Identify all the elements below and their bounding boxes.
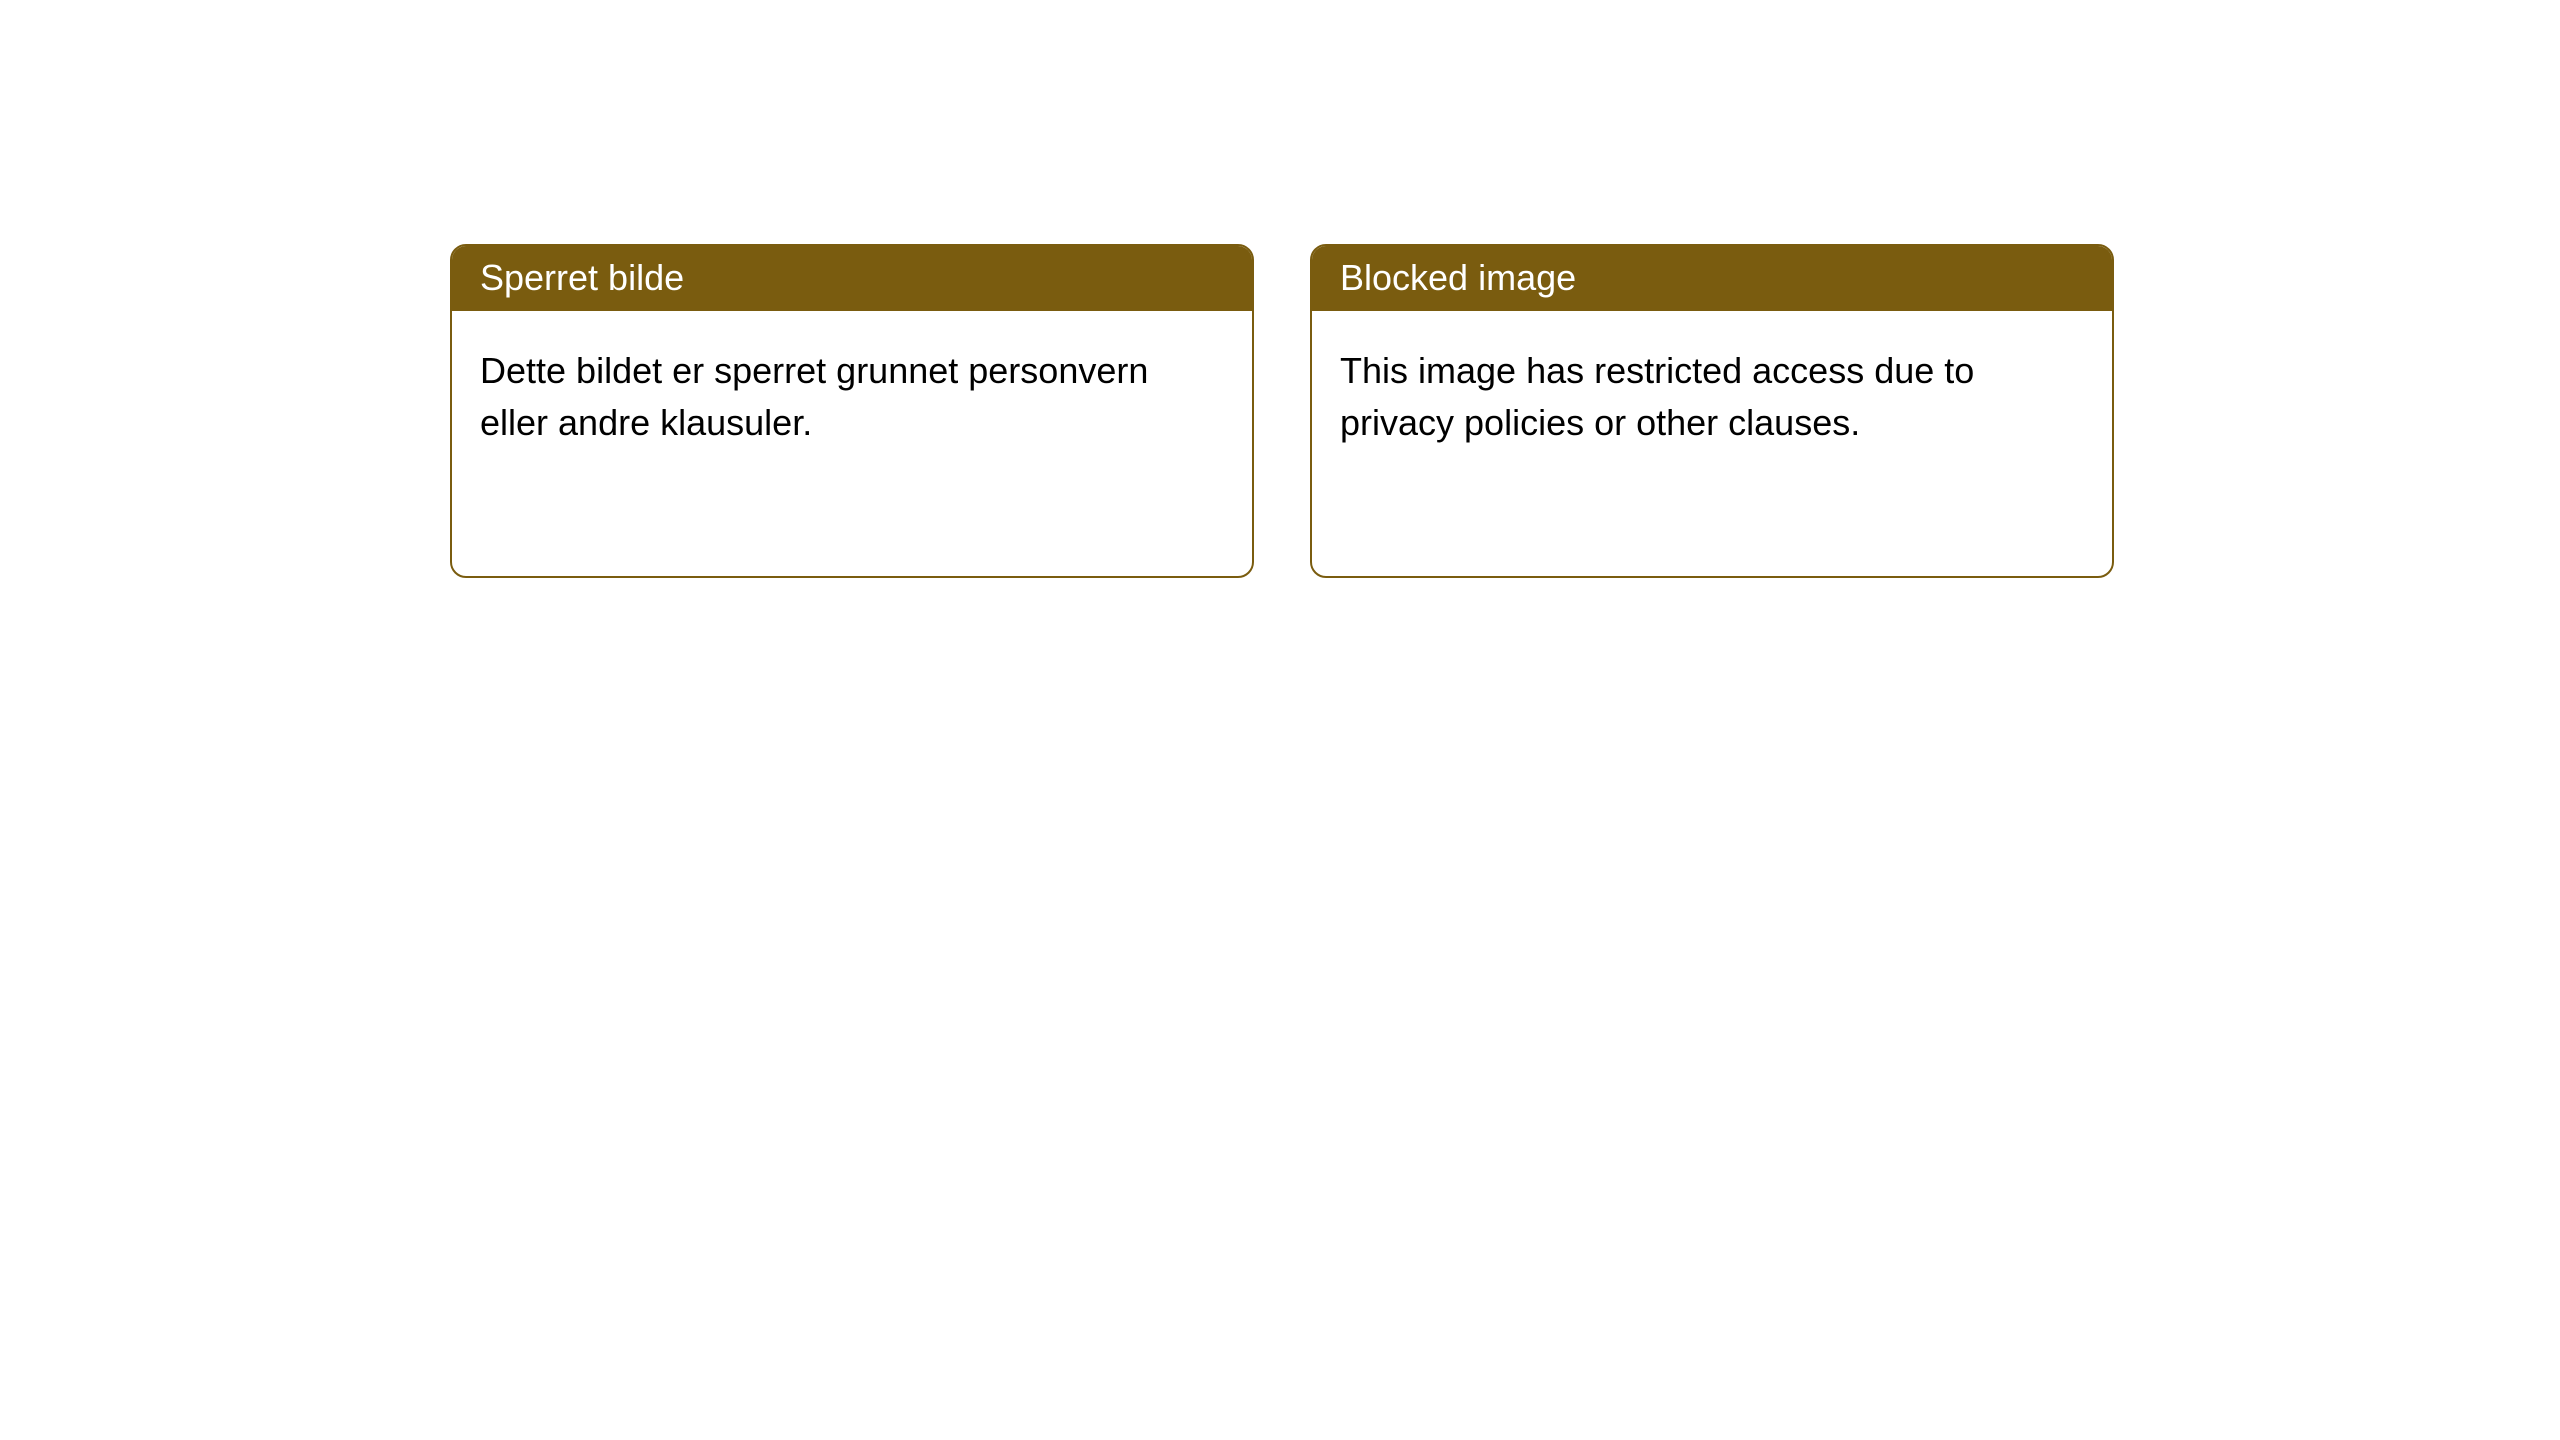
blocked-image-card-no: Sperret bilde Dette bildet er sperret gr… — [450, 244, 1254, 578]
card-header-en: Blocked image — [1312, 246, 2112, 311]
card-title-no: Sperret bilde — [480, 257, 684, 298]
card-body-text-no: Dette bildet er sperret grunnet personve… — [480, 350, 1148, 443]
card-title-en: Blocked image — [1340, 257, 1576, 298]
blocked-image-card-en: Blocked image This image has restricted … — [1310, 244, 2114, 578]
card-body-text-en: This image has restricted access due to … — [1340, 350, 1974, 443]
card-body-no: Dette bildet er sperret grunnet personve… — [452, 311, 1252, 477]
card-body-en: This image has restricted access due to … — [1312, 311, 2112, 477]
notice-cards-row: Sperret bilde Dette bildet er sperret gr… — [0, 0, 2560, 578]
card-header-no: Sperret bilde — [452, 246, 1252, 311]
